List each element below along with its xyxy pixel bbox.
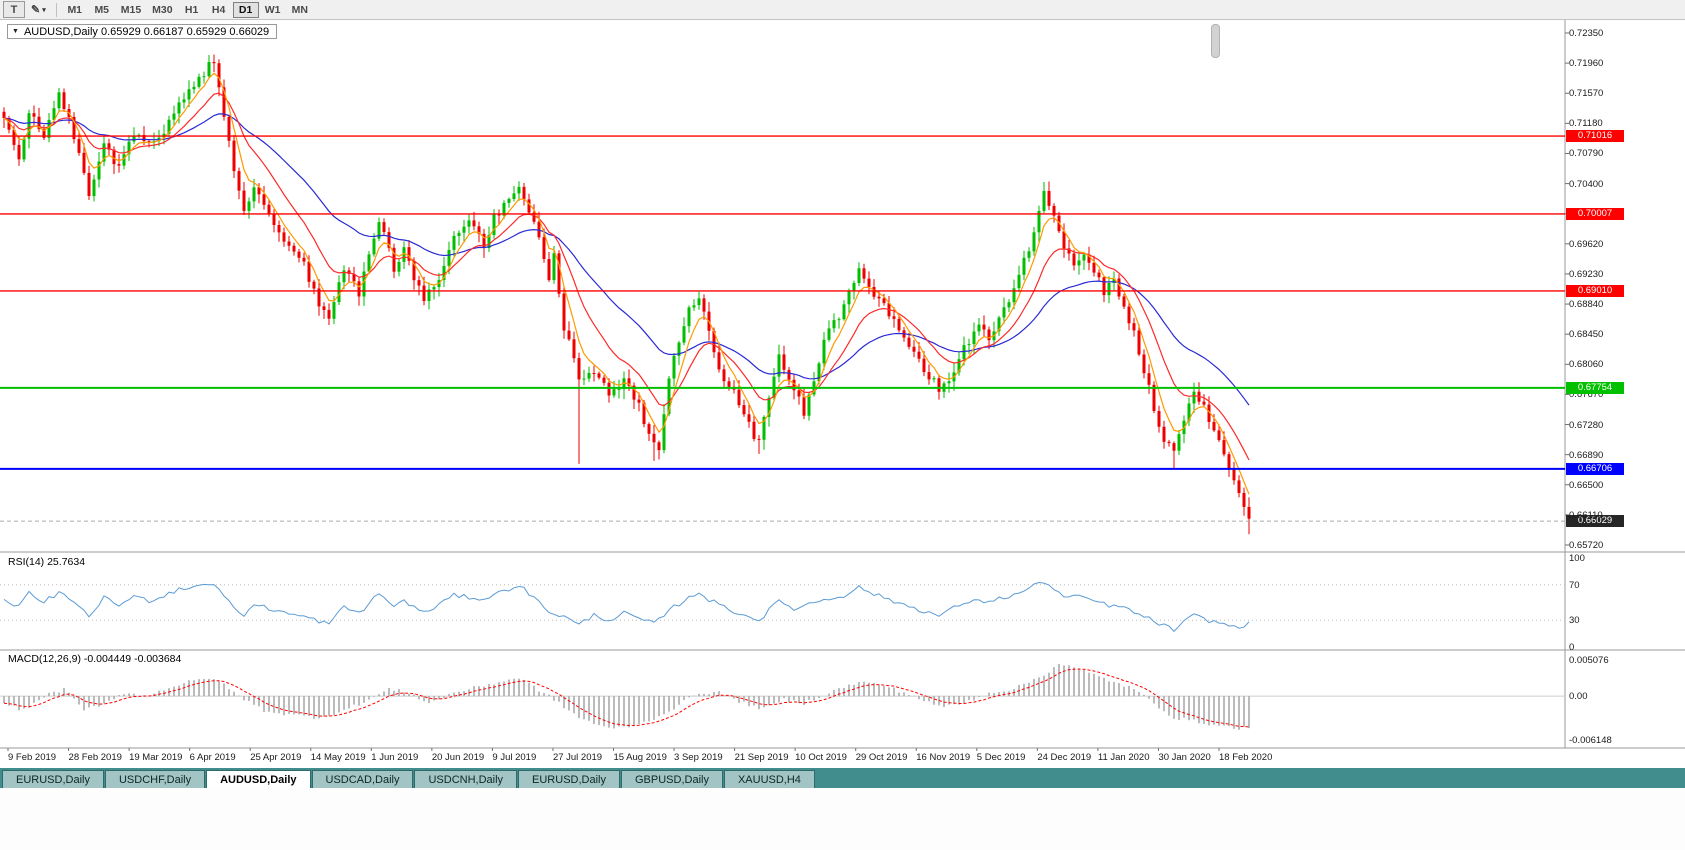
timeframe-button-m5[interactable]: M5 <box>89 2 115 18</box>
pen-icon: ✎ <box>31 4 41 16</box>
chart-tab-gbpusd-daily[interactable]: GBPUSD,Daily <box>621 770 723 788</box>
text-tool-button[interactable]: T <box>3 1 25 18</box>
timeframe-button-m15[interactable]: M15 <box>116 2 146 18</box>
timeframe-button-mn[interactable]: MN <box>287 2 313 18</box>
chart-tabs: EURUSD,Daily USDCHF,Daily AUDUSD,Daily USDC… <box>0 768 1685 788</box>
window-bottom <box>0 788 1685 850</box>
chart-tab-usdcad-daily[interactable]: USDCAD,Daily <box>311 770 414 788</box>
chart-tab-usdcnh-daily[interactable]: USDCNH,Daily <box>414 770 518 788</box>
chart-tab-eurusd-daily[interactable]: EURUSD,Daily <box>2 770 104 788</box>
toolbar: T ✎ ▾ M1 M5 M15 M30 H1 H4 D1 W1 MN <box>0 0 1685 20</box>
macd-histogram <box>3 663 1250 730</box>
panel-separators <box>0 20 1685 749</box>
indicator-guides <box>0 584 1565 697</box>
timeframe-group: M1 M5 M15 M30 H1 H4 D1 W1 MN <box>62 1 313 18</box>
chart-tab-eurusd-daily[interactable]: EURUSD,Daily <box>518 770 620 788</box>
moving-averages <box>3 72 1250 495</box>
chart-tab-xauusd-h4[interactable]: XAUUSD,H4 <box>723 770 815 788</box>
draw-tool-button[interactable]: ✎ ▾ <box>26 1 51 18</box>
chart-tab-audusd-daily[interactable]: AUDUSD,Daily <box>206 770 311 788</box>
timeframe-button-d1[interactable]: D1 <box>232 1 259 18</box>
timeframe-button-m1[interactable]: M1 <box>62 2 88 18</box>
toolbar-separator <box>55 2 57 17</box>
horizontal-level-lines[interactable] <box>0 135 1565 522</box>
rsi-line <box>3 581 1250 633</box>
chevron-down-icon: ▾ <box>42 6 46 14</box>
timeframe-button-w1[interactable]: W1 <box>260 2 286 18</box>
timeframe-button-h1[interactable]: H1 <box>179 2 205 18</box>
axis-ticks <box>7 32 1569 751</box>
chart-tab-usdchf-daily[interactable]: USDCHF,Daily <box>104 770 206 788</box>
timeframe-button-h4[interactable]: H4 <box>206 2 232 18</box>
timeframe-button-m30[interactable]: M30 <box>147 2 177 18</box>
candlesticks <box>2 54 1251 535</box>
